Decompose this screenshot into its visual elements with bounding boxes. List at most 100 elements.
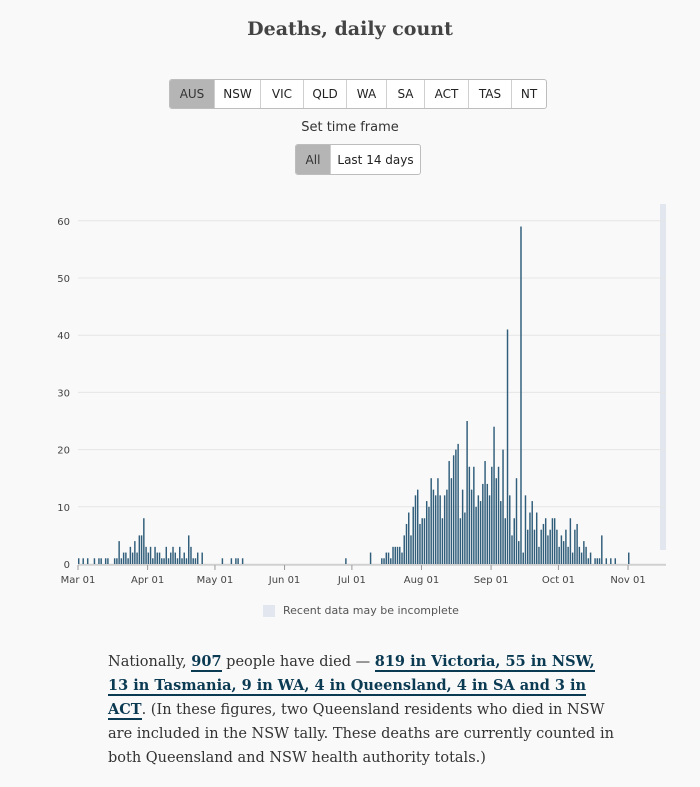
bar xyxy=(538,546,540,564)
bar xyxy=(598,558,601,564)
bar xyxy=(196,552,199,564)
bar xyxy=(113,558,116,564)
bar xyxy=(506,329,509,564)
bar xyxy=(439,495,441,564)
timeframe-selector: All Last 14 days xyxy=(295,144,421,175)
bar xyxy=(585,546,587,564)
bar xyxy=(500,501,502,564)
bar xyxy=(434,495,437,564)
bar xyxy=(403,535,405,564)
y-axis-ticks: 0 10 20 30 40 50 60 xyxy=(57,217,70,571)
bar xyxy=(412,506,414,564)
region-button-aus[interactable]: AUS xyxy=(170,80,215,108)
bar xyxy=(553,518,556,564)
bar xyxy=(230,558,233,564)
bar xyxy=(459,518,462,564)
bar xyxy=(381,558,383,564)
region-button-act[interactable]: ACT xyxy=(425,80,469,108)
y-tick-label: 0 xyxy=(64,560,70,571)
region-button-qld[interactable]: QLD xyxy=(304,80,347,108)
bar xyxy=(491,466,493,564)
bar xyxy=(369,552,372,564)
bar xyxy=(518,541,520,564)
bar xyxy=(116,558,118,564)
incomplete-data-band xyxy=(660,204,666,550)
x-tick-label: Jun 01 xyxy=(268,575,301,586)
bar xyxy=(535,512,538,564)
bar xyxy=(567,546,569,564)
region-button-vic[interactable]: VIC xyxy=(261,80,304,108)
y-tick-label: 40 xyxy=(57,331,70,342)
bar xyxy=(610,558,612,564)
bar xyxy=(129,546,132,564)
bar xyxy=(437,478,439,564)
bar xyxy=(138,535,141,564)
y-tick-label: 30 xyxy=(57,388,70,399)
region-button-tas[interactable]: TAS xyxy=(469,80,512,108)
bar xyxy=(241,558,244,564)
bar xyxy=(149,546,152,564)
region-button-nsw[interactable]: NSW xyxy=(215,80,261,108)
bar xyxy=(580,552,583,564)
bar xyxy=(235,558,237,564)
region-button-nt[interactable]: NT xyxy=(520,87,538,101)
bar xyxy=(457,443,459,564)
bar xyxy=(628,552,630,564)
bar xyxy=(495,478,498,564)
bar xyxy=(544,518,547,564)
bar xyxy=(82,558,84,564)
bar xyxy=(174,552,176,564)
bar xyxy=(170,552,172,564)
bar xyxy=(237,558,239,564)
x-tick-label: Sep 01 xyxy=(474,575,509,586)
bar xyxy=(98,558,100,564)
bar xyxy=(179,546,181,564)
bar xyxy=(448,461,450,564)
bar xyxy=(488,495,491,564)
bar xyxy=(408,512,410,564)
region-button-sa[interactable]: SA xyxy=(387,80,425,108)
bar xyxy=(589,552,592,564)
bar xyxy=(446,489,448,564)
bar xyxy=(428,506,430,564)
region-button-wa[interactable]: WA xyxy=(347,80,387,108)
bar xyxy=(477,495,480,564)
bar xyxy=(394,546,396,564)
region-selector: AUS NSW VIC QLD WA SA ACT TAS NT xyxy=(169,79,547,109)
national-total-link[interactable]: 907 xyxy=(191,653,222,672)
x-tick-label: Oct 01 xyxy=(542,575,575,586)
bar xyxy=(455,449,457,564)
bar xyxy=(551,518,554,564)
bar xyxy=(399,546,401,564)
bar xyxy=(522,552,524,564)
bar xyxy=(583,541,585,564)
bar xyxy=(396,546,399,564)
bar xyxy=(401,552,403,564)
bar xyxy=(470,489,473,564)
bar xyxy=(165,546,168,564)
state-breakdown-link[interactable]: 819 in Victoria, 55 in NSW, 13 in Tasman… xyxy=(108,653,595,720)
x-tick-label: Aug 01 xyxy=(404,575,439,586)
bar xyxy=(542,523,545,564)
bar xyxy=(387,552,390,564)
bar xyxy=(104,558,107,564)
bar xyxy=(475,506,477,564)
incomplete-legend-label: Recent data may be incomplete xyxy=(283,604,459,617)
bar xyxy=(100,558,102,564)
timeframe-button-last-14-days[interactable]: Last 14 days xyxy=(337,152,414,167)
bar xyxy=(565,529,567,564)
x-tick-label: Jul 01 xyxy=(337,575,366,586)
bar xyxy=(143,518,145,564)
timeframe-button-all[interactable]: All xyxy=(296,145,331,174)
y-tick-label: 60 xyxy=(57,217,70,228)
bar xyxy=(576,523,578,564)
bar xyxy=(185,558,188,564)
chart-legend: Recent data may be incomplete xyxy=(263,604,459,617)
deaths-bar-chart: 0 10 20 30 40 50 60 Mar 01 Apr 01 May 01 Jun 01 Ju… xyxy=(57,204,666,586)
bar xyxy=(578,546,581,564)
bar xyxy=(118,541,120,564)
bar xyxy=(190,546,192,564)
bar xyxy=(596,558,599,564)
bar xyxy=(504,518,506,564)
bar xyxy=(497,466,500,564)
